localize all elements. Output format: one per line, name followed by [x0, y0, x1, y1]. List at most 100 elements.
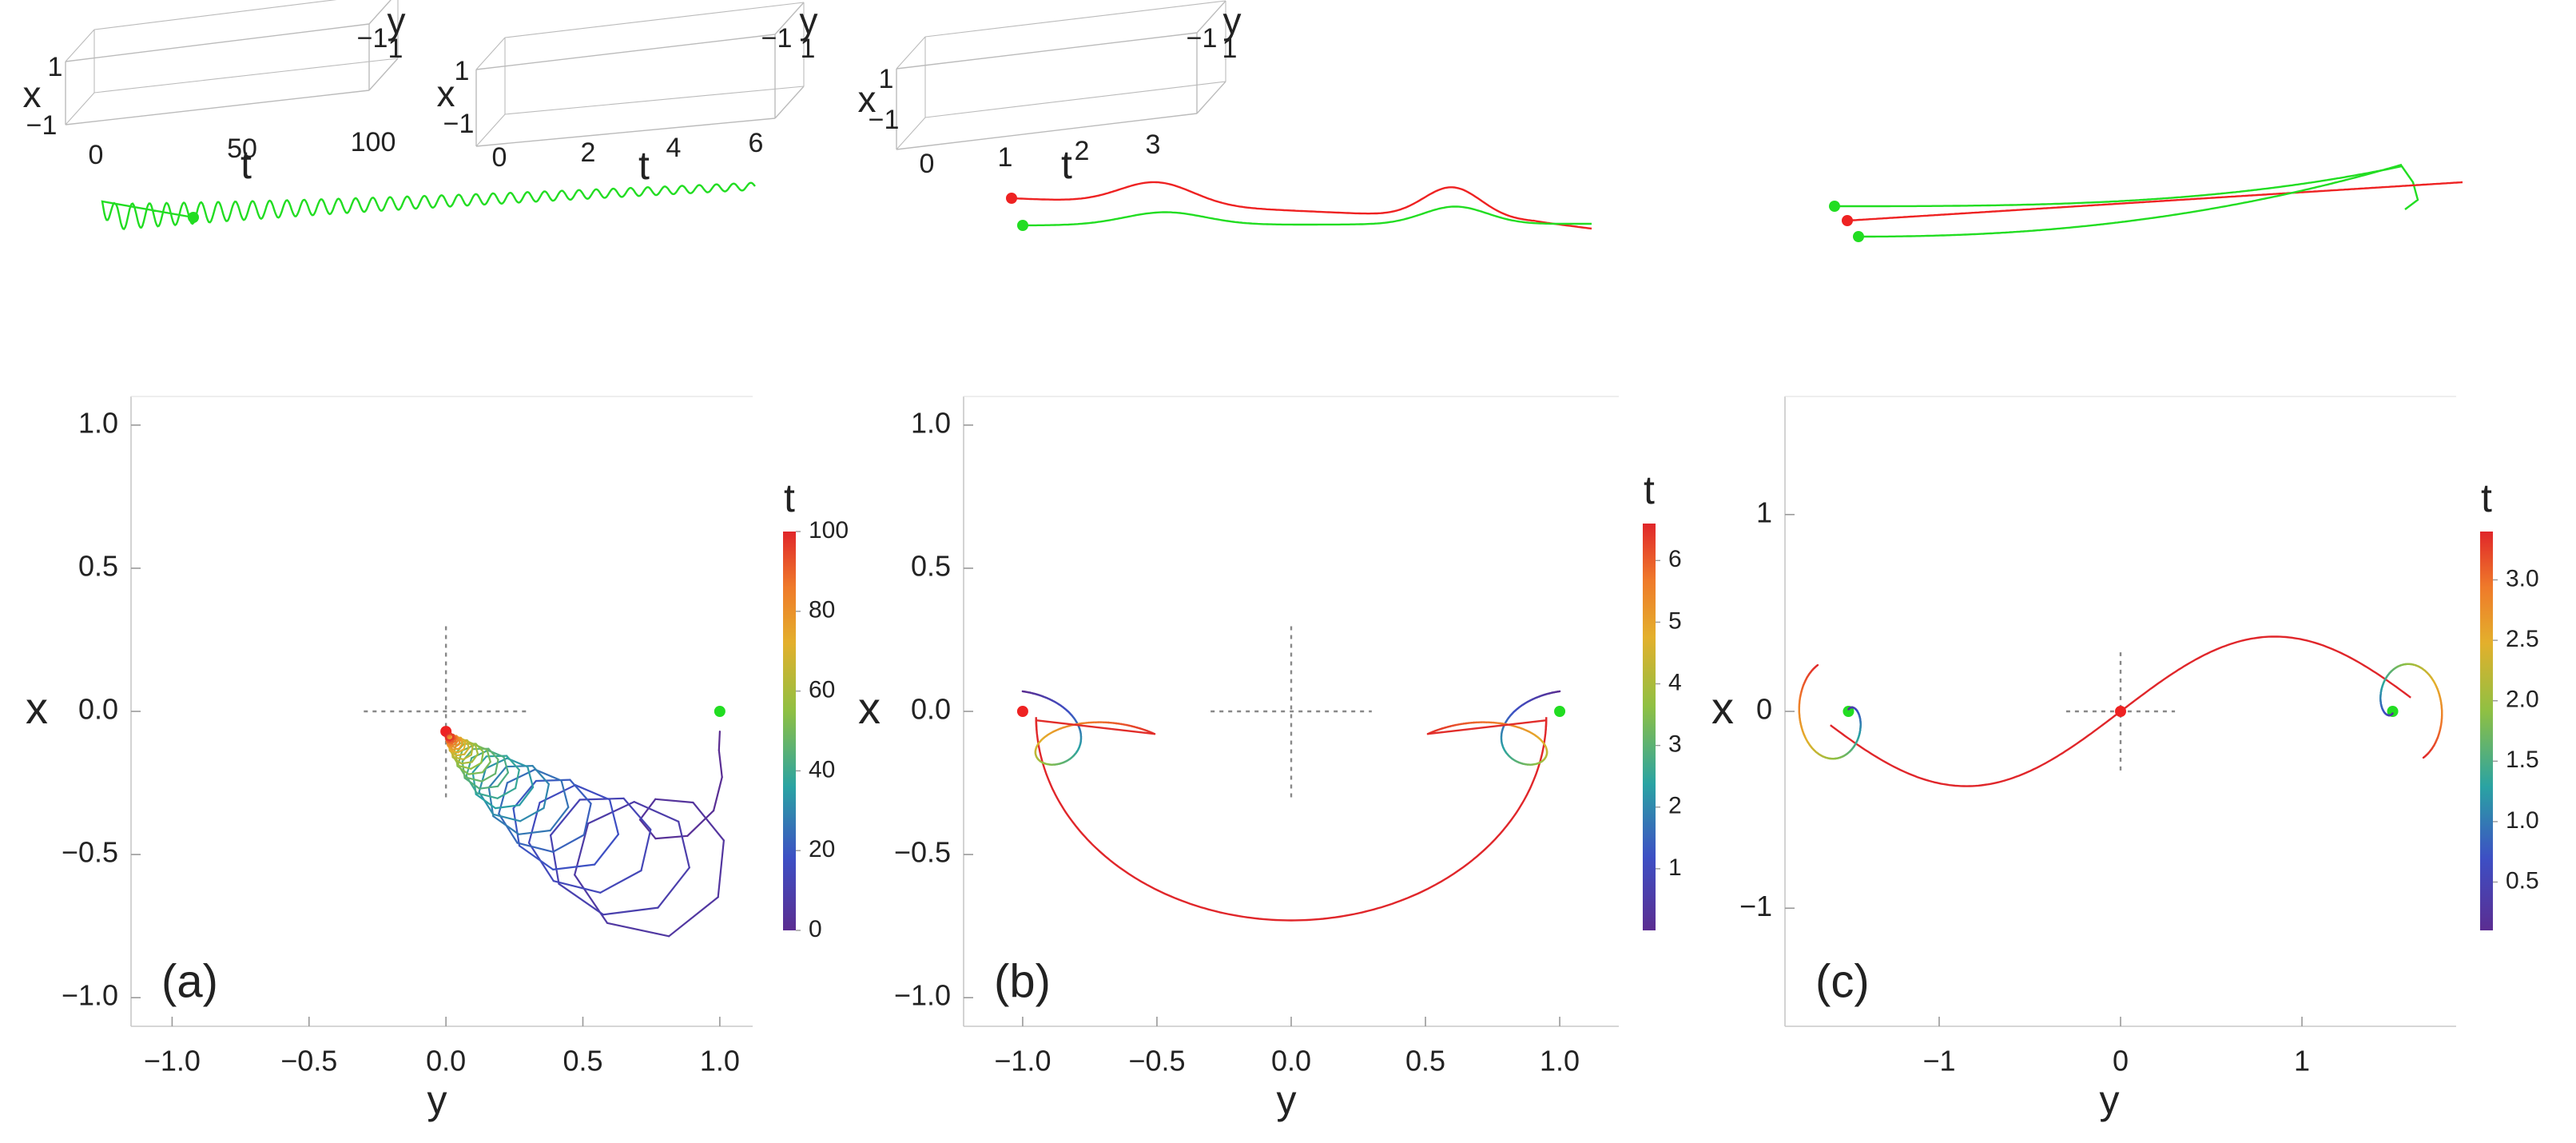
trajectory-segment	[451, 747, 460, 751]
t-tick-label: 2	[1075, 136, 1090, 166]
trajectory-segment	[498, 812, 519, 844]
t-axis-label: t	[1061, 142, 1072, 187]
trajectory-segment	[718, 730, 722, 751]
x-tick-label: 1	[455, 56, 470, 86]
trajectory-segment	[594, 833, 620, 866]
trajectory-segment	[463, 747, 470, 755]
x-axis-label: y	[2100, 1077, 2120, 1122]
trajectory-3d-c-green-2	[1858, 163, 2403, 238]
trajectory-segment	[453, 756, 465, 761]
trajectory-segment	[1035, 719, 1156, 735]
x-axis-label: x	[437, 73, 455, 114]
trajectory-2d-b-left	[1021, 690, 1156, 766]
marker-point	[1843, 706, 1854, 717]
trajectory-segment	[460, 761, 473, 765]
y-tick-label: −1.0	[62, 979, 118, 1012]
trajectory-segment	[574, 874, 609, 924]
trajectory-segment	[496, 771, 510, 787]
trajectory-segment	[654, 798, 694, 804]
trajectory-segment	[606, 922, 670, 938]
y-tick-label: −0.5	[62, 836, 118, 869]
trajectory-segment	[465, 775, 479, 795]
trajectory-segment	[569, 779, 592, 805]
start-point-red	[1006, 193, 1017, 204]
panel-2d-b	[963, 396, 1660, 1027]
colorbar-tick-label: 0	[809, 916, 822, 942]
colorbar-tick-label: 60	[809, 677, 835, 703]
colorbar-tick-label: 5	[1668, 607, 1682, 634]
colorbar	[783, 532, 796, 930]
trajectory-segment	[602, 906, 659, 916]
t-tick-label: 4	[666, 133, 682, 163]
y-tick-label: 0.5	[78, 549, 118, 582]
x-tick-label: −1	[443, 109, 475, 139]
x-tick-label: 0.5	[563, 1045, 602, 1077]
panel-label: (c)	[1815, 955, 1870, 1007]
trajectory-segment	[586, 800, 635, 825]
box-3d-a	[65, 0, 399, 125]
trajectory-segment	[478, 785, 499, 790]
colorbar	[2480, 532, 2493, 930]
trajectory-2d-c-left	[1798, 663, 1862, 760]
y-tick-label: −1	[761, 23, 793, 54]
trajectory-segment	[487, 787, 495, 818]
trajectory-segment	[487, 747, 499, 761]
marker-point	[2115, 706, 2126, 717]
y-tick-label: 1.0	[78, 406, 118, 439]
x-tick-label: −1	[1922, 1045, 1955, 1077]
x-tick-label: 1.0	[700, 1045, 740, 1077]
box-edge	[924, 81, 1226, 118]
box-edge	[368, 58, 399, 91]
colorbar-title: t	[2481, 476, 2492, 520]
colorbar-tick-label: 6	[1668, 546, 1682, 572]
y-tick-label: 0	[1756, 693, 1772, 726]
trajectory-segment	[718, 749, 723, 779]
trajectory-segment	[527, 801, 541, 844]
marker-point	[2387, 706, 2399, 717]
trajectory-3d-b-red	[1011, 181, 1592, 230]
t-tick-label: 6	[749, 128, 764, 158]
colorbar	[1643, 524, 1656, 930]
colorbar-tick-label: 100	[809, 517, 849, 544]
box-3d-c	[896, 0, 1226, 150]
trajectory-segment	[560, 779, 570, 809]
trajectory-segment	[668, 896, 719, 938]
panel-label: (b)	[994, 955, 1051, 1007]
box-edge	[65, 29, 95, 62]
trajectory-segment	[505, 755, 520, 771]
t-tick-label: 0	[920, 149, 935, 179]
trajectory-segment	[492, 813, 522, 822]
colorbar-title: t	[1644, 468, 1655, 512]
colorbar-tick-label: 1.0	[2506, 807, 2539, 834]
x-tick-label: 0.0	[1271, 1045, 1311, 1077]
trajectory-segment	[494, 759, 499, 775]
trajectory-2d-a	[444, 730, 725, 938]
trajectory-segment	[475, 793, 497, 810]
trajectory-segment	[475, 743, 485, 753]
x-tick-label: −1	[869, 105, 900, 135]
marker-point	[714, 706, 725, 717]
y-tick-label: 1	[801, 34, 816, 64]
y-axis-label: x	[1711, 683, 1734, 733]
trajectory-segment	[582, 802, 592, 836]
box-edge	[475, 34, 776, 70]
box-edge	[65, 90, 370, 125]
t-tick-label: 2	[581, 137, 596, 168]
box-edge	[924, 0, 1226, 38]
trajectory-segment	[549, 806, 570, 832]
colorbar-tick-label: 3	[1668, 731, 1682, 758]
box-edge	[896, 117, 926, 150]
trajectory-segment	[503, 755, 510, 774]
box-edge	[504, 86, 805, 115]
start-point-green	[1829, 201, 1840, 212]
box-edge	[504, 2, 805, 38]
y-axis-label: x	[26, 683, 48, 733]
trajectory-segment	[518, 829, 551, 835]
x-tick-label: 0.0	[426, 1045, 466, 1077]
y-tick-label: 0.0	[911, 693, 951, 726]
box-edge	[65, 92, 95, 125]
x-tick-label: −1	[26, 110, 58, 141]
trajectory-segment	[1426, 719, 1548, 735]
y-axis-label: x	[858, 683, 881, 733]
